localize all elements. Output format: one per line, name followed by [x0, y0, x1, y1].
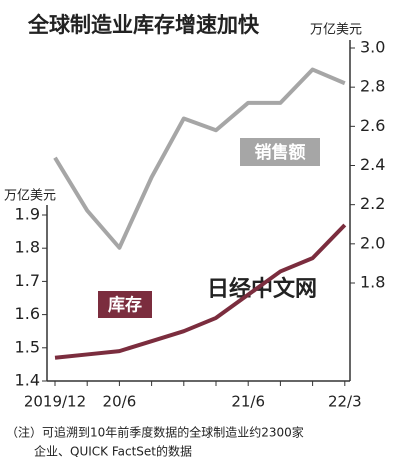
y2-tick-label: 2.4: [360, 155, 385, 174]
series-label: 销售额: [255, 142, 306, 163]
series-label-box: [98, 291, 152, 318]
line: [54, 223, 347, 360]
y2-tick-label: 2.2: [360, 194, 385, 213]
y-tick-label: 1.7: [15, 271, 40, 290]
y-tick-label: 1.8: [15, 238, 40, 257]
y-tick-label: 1.5: [15, 337, 40, 356]
watermark: 日经中文网: [207, 276, 317, 302]
series-label-box: [240, 138, 320, 166]
y2-tick-label: 3.0: [360, 38, 385, 57]
y2-tick-label: 2.6: [360, 116, 385, 135]
x-tick-label: 2019/12: [24, 393, 86, 411]
line: [53, 67, 346, 250]
x-tick-label: 21/6: [231, 393, 265, 411]
series-label: 库存: [108, 295, 142, 316]
x-tick-label: 20/6: [103, 393, 137, 411]
y-tick-label: 1.6: [15, 304, 40, 323]
y2-unit: 万亿美元: [310, 23, 362, 38]
chart-title: 全球制造业库存增速加快: [27, 13, 260, 37]
y2-tick-label: 2.8: [360, 77, 385, 96]
footnote: 企业、QUICK FactSet的数据: [34, 444, 192, 459]
y2-tick-label: 2.0: [360, 233, 385, 252]
x-tick-label: 22/3: [328, 393, 362, 411]
y-unit: 万亿美元: [4, 189, 56, 204]
footnote: （注）可追溯到10年前季度数据的全球制造业约2300家: [6, 425, 304, 440]
y-tick-label: 1.9: [15, 205, 40, 224]
y-tick-label: 1.4: [15, 371, 40, 390]
y2-tick-label: 1.8: [360, 273, 385, 292]
